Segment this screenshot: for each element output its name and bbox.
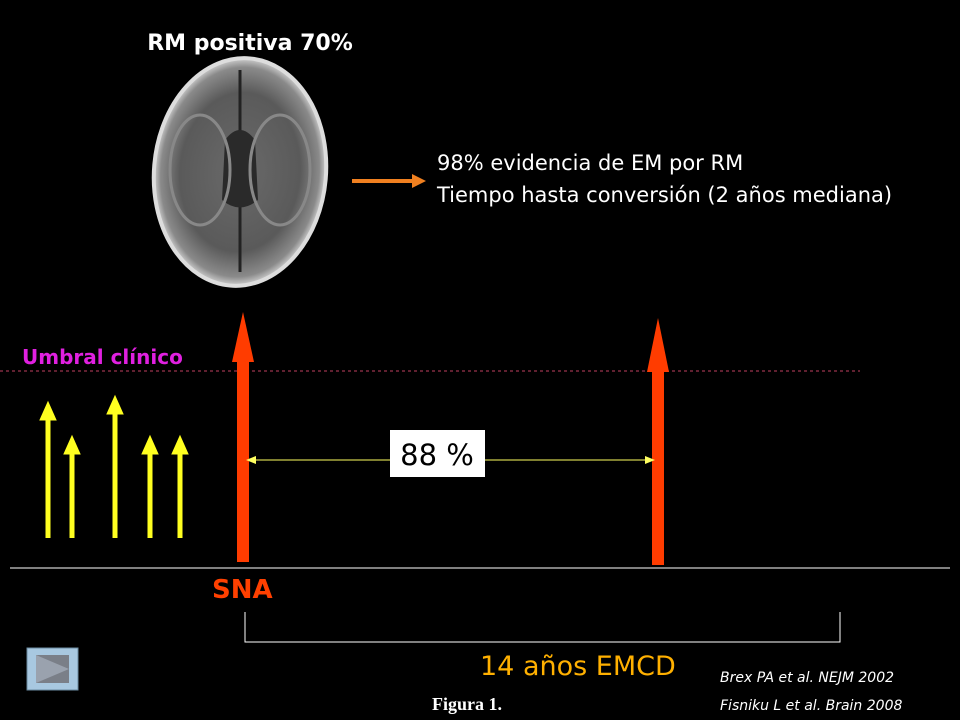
title: RM positiva 70%: [147, 31, 353, 56]
reference: Fisniku L et al. Brain 2008: [720, 698, 902, 714]
reference: Brex PA et al. NEJM 2002: [720, 670, 894, 686]
span-label: 14 años EMCD: [480, 651, 676, 682]
note: Tiempo hasta conversión (2 años mediana): [436, 183, 892, 207]
red-arrows: [232, 312, 669, 565]
note: 98% evidencia de EM por RM: [437, 151, 743, 175]
yellow-arrows: [39, 394, 189, 538]
bracket: [244, 612, 841, 643]
interval-box: [390, 430, 485, 477]
nav-button[interactable]: [26, 647, 79, 691]
orange-arrow: [352, 174, 426, 188]
threshold-label: Umbral clínico: [22, 345, 183, 369]
event-label: SNA: [212, 575, 273, 605]
brain-image: [151, 56, 329, 288]
interval-label: 88 %: [400, 438, 474, 472]
caption: Figura 1.: [432, 694, 502, 714]
